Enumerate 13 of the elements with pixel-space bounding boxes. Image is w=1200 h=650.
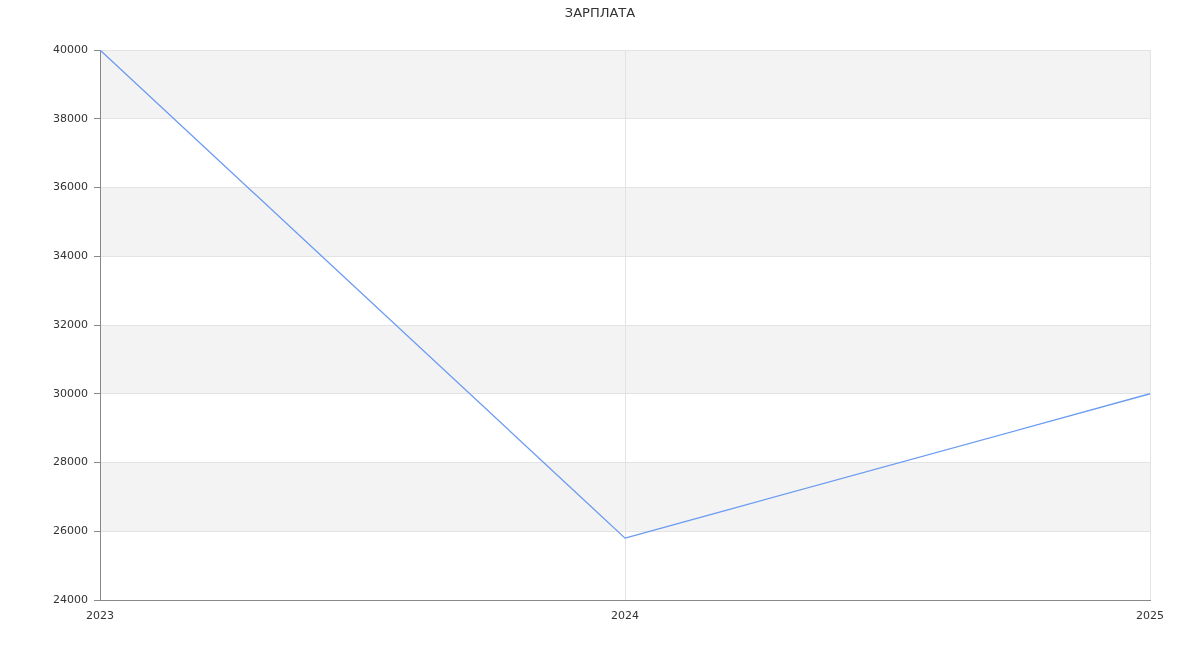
chart-title: ЗАРПЛАТА [563,5,637,20]
y-tick-label: 24000 [53,592,88,606]
y-tick-label: 32000 [53,317,88,331]
x-tick-label: 2024 [611,609,639,623]
y-tick-label: 38000 [53,111,88,125]
y-tick-label: 36000 [53,180,88,194]
y-tick-label: 28000 [53,455,88,469]
x-tick-label: 2023 [86,609,114,623]
y-tick-label: 30000 [53,386,88,400]
y-tick-label: 34000 [53,249,88,263]
x-tick-label: 2025 [1136,609,1164,623]
y-tick-label: 26000 [53,524,88,538]
y-tick-label: 40000 [53,42,88,56]
